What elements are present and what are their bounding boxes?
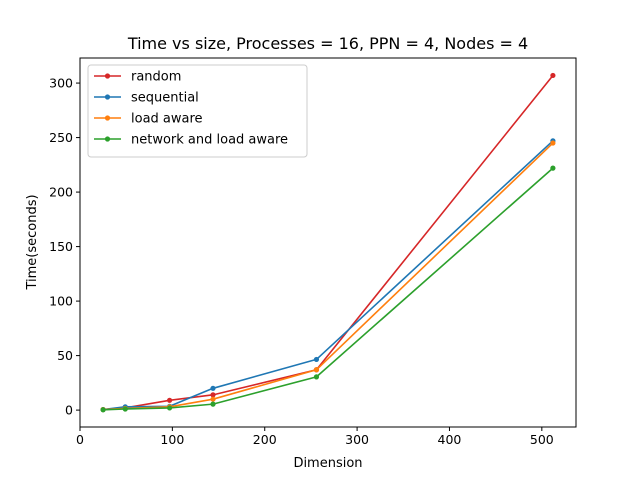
- legend-swatch-marker: [104, 136, 111, 142]
- data-point: [100, 407, 106, 413]
- legend-box: [87, 64, 308, 158]
- plot-area: 0 100 200 300 400 500 0 50 100 150 200 250 300 random…: [49, 57, 577, 447]
- y-tick-label: 150: [49, 239, 73, 254]
- legend-swatch-marker: [104, 73, 111, 79]
- legend-item: network and load aware: [94, 133, 288, 148]
- legend-item: sequential: [94, 91, 199, 106]
- data-point: [210, 392, 216, 398]
- x-axis-label: Dimension: [293, 456, 362, 471]
- y-tick-label: 300: [49, 76, 73, 91]
- data-point: [122, 406, 128, 412]
- legend-item: load aware: [94, 112, 203, 127]
- chart-title: Time vs size, Processes = 16, PPN = 4, N…: [127, 34, 528, 53]
- data-point: [313, 367, 320, 373]
- y-tick-label: 200: [49, 185, 73, 200]
- series-sequential: [100, 138, 556, 413]
- legend-item: random: [94, 70, 181, 85]
- x-tick-label: 0: [76, 432, 84, 447]
- series-load-aware: [100, 140, 556, 413]
- y-axis-label: Time(seconds): [25, 194, 40, 290]
- y-tick-label: 100: [49, 294, 73, 309]
- series-line: [102, 140, 554, 411]
- y-tick-label: 250: [49, 130, 73, 145]
- data-point: [210, 401, 216, 407]
- y-tick-label: 0: [65, 403, 73, 418]
- data-point: [210, 396, 216, 402]
- y-tick-label: 50: [57, 348, 73, 363]
- x-tick-label: 400: [438, 432, 462, 447]
- data-point: [550, 140, 556, 146]
- data-point: [313, 374, 320, 380]
- data-point: [166, 397, 173, 403]
- legend: random sequential load aware network and lo…: [87, 64, 308, 158]
- legend-swatch-marker: [104, 94, 111, 100]
- x-tick-label: 100: [160, 432, 184, 447]
- data-point: [166, 405, 173, 411]
- legend-label: load aware: [131, 112, 203, 127]
- data-point: [550, 72, 556, 79]
- legend-label: network and load aware: [131, 133, 288, 148]
- x-tick-label: 300: [345, 432, 369, 447]
- legend-swatch-marker: [104, 115, 111, 121]
- series-network-and-load-aware: [100, 165, 556, 413]
- axes-frame: [79, 57, 577, 428]
- legend-label: sequential: [131, 91, 199, 106]
- data-point: [210, 385, 216, 391]
- x-tick-label: 500: [530, 432, 554, 447]
- x-tick-label: 200: [253, 432, 277, 447]
- series-line: [103, 167, 554, 411]
- data-point: [313, 356, 320, 363]
- legend-label: random: [131, 70, 181, 85]
- series-line: [103, 142, 554, 411]
- data-point: [550, 165, 556, 171]
